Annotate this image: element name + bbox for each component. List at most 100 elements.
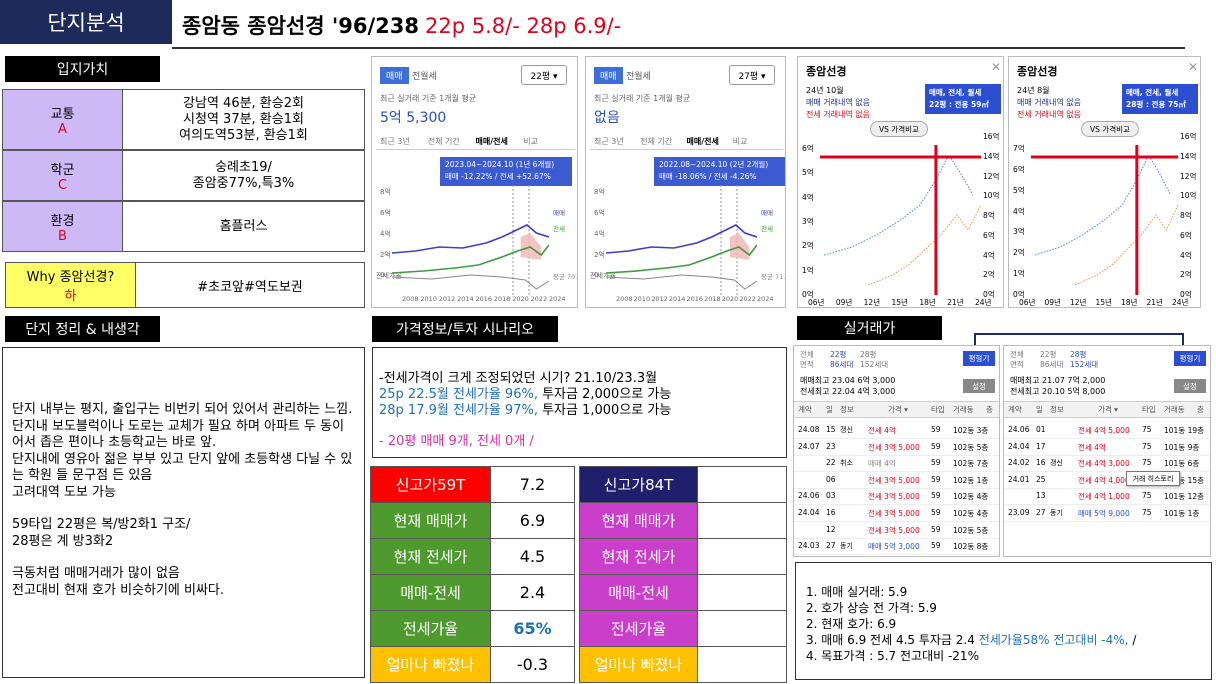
section-heading: 가격정보/투자 시나리오 (372, 316, 558, 342)
high-sale: 매매최고 21.07 7억 2,000 (1010, 376, 1106, 385)
x-axis-label: 2024 (549, 295, 566, 303)
trade-building: 102동 4층 (953, 509, 989, 518)
x-axis-label: 09년 (835, 298, 853, 307)
right-axis-label: 8억 (983, 211, 995, 220)
column-header: 거래동 (953, 405, 974, 414)
price-label: 전세가율 (579, 610, 698, 647)
view-tab: 최근 3년 (594, 137, 624, 146)
trade-month: 24.06 (1008, 425, 1030, 434)
illustration (1031, 145, 1178, 295)
column-header: 가격 ▾ (888, 405, 908, 414)
compare-button: VS 가격비교 (870, 121, 928, 137)
trade-building: 102동 8층 (953, 542, 989, 552)
filter-option: 전체 (1010, 350, 1024, 359)
notes-line: 59타입 22평은 복/방2화1 구조/ (12, 517, 191, 532)
price-label: 현재 전세가 (370, 538, 491, 575)
average-price: 없음 (594, 110, 620, 126)
notes-line: 고려대역 도보 가능 (12, 484, 116, 500)
illustration (820, 145, 981, 295)
trade-price: 전세 3억 5,000 (868, 442, 920, 452)
right-axis-label: 16억 (1180, 132, 1197, 141)
trade-price: 전세 3억 5,000 (868, 525, 920, 535)
price-label: 신고가84T (579, 466, 698, 503)
notes-paragraph: 59타입 22평은 복/방2화1 구조/28평은 계 방3화2 (12, 517, 356, 550)
tooltip-line: 매매 -12.22% / 전세 +52.67% (445, 172, 551, 181)
column-header: 거래동 (1164, 405, 1185, 414)
trade-month: 24.03 (798, 541, 820, 551)
trade-day: 16 (826, 508, 836, 517)
setting-button: 설정 (1174, 379, 1206, 393)
notes-line: 단지내에 영유아 젊은 부부 있고 단지 앞에 초등학생 다닐 수 있는 학원 … (12, 451, 353, 484)
text-line: 4. 목표가격 : 5.7 전고대비 -21% (806, 647, 979, 664)
trade-type: 59 (931, 458, 941, 468)
text-segment: 25p 22.5월 전세가율 96%, (379, 387, 538, 402)
ratio-line (392, 274, 549, 290)
x-axis-label: 21년 (947, 298, 964, 307)
caption: 최근 실거래 기준 1개월 평균 (594, 94, 691, 103)
legend-entry: 평균 71.5% (761, 273, 786, 281)
filter-line: 22평 : 전용 59㎡ (929, 100, 989, 109)
trade-price: 전세 4억 5,000 (1078, 426, 1130, 435)
rent-line (606, 244, 757, 274)
trade-building: 102동 7층 (953, 459, 989, 469)
text-line: - 20평 매매 9개, 전세 0개 / (379, 430, 534, 449)
trade-price: 매매 5억 9,000 (1078, 509, 1130, 518)
ratio-label: 전세가율 (376, 272, 402, 280)
price-label: 현재 매매가 (370, 502, 491, 539)
close-icon: ✕ (991, 60, 1002, 74)
right-axis-label: 2억 (983, 270, 995, 280)
caption: 최근 실거래 기준 1개월 평균 (380, 94, 477, 103)
text-line: 25p 22.5월 전세가율 96%, 투자금 2,000으로 가능 (379, 383, 671, 402)
tooltip-line: 2022.08~2024.10 (2년 2개월) (659, 160, 769, 169)
category-label: 교통 (50, 106, 75, 122)
category-label: 학군 (50, 162, 75, 178)
right-axis-label: 6억 (1180, 230, 1192, 240)
detail-line: 홈플러스 (219, 218, 268, 234)
trade-price: 전세 3억 5,000 (868, 509, 920, 518)
category-cell: 학군 C (2, 150, 123, 201)
x-axis-label: 2010 (420, 295, 437, 303)
x-axis-label: 18년 (1121, 298, 1138, 307)
left-axis-label: 3억 (802, 217, 814, 226)
tab: 전월세 (412, 72, 437, 82)
trade-type: 59 (931, 474, 941, 484)
legend-entry: 전세 (553, 225, 565, 233)
filter-line: 매매, 전세, 월세 (929, 88, 982, 97)
text-segment: 4. 목표가격 : 5.7 전고대비 -21% (806, 649, 979, 663)
trade-type: 59 (931, 524, 941, 534)
illustration (392, 185, 549, 295)
left-axis-label: 0억 (1013, 290, 1025, 299)
y-axis-label: 6억 (594, 209, 605, 217)
right-axis-label: 10억 (1180, 191, 1197, 201)
close-icon: ✕ (1188, 60, 1199, 74)
x-axis-label: 2022 (530, 295, 548, 303)
view-tab: 매매/전세 (686, 137, 719, 146)
rent-dots (868, 204, 981, 286)
tooltip-line: 매매 -18.06% / 전세 -4.26% (659, 172, 757, 181)
trade-building: 101동 19층 (1164, 426, 1205, 435)
x-axis-label: 2020 (721, 295, 739, 303)
price-label: 매매-전세 (579, 574, 698, 611)
trade-day: 06 (826, 474, 836, 484)
rent-line (392, 244, 549, 274)
rent-none: 전세 거래내역 없음 (806, 110, 870, 119)
price-value: 7.2 (490, 466, 575, 503)
trade-info: 동기 (840, 542, 853, 551)
price-label: 매매-전세 (370, 574, 491, 611)
row-rule (1004, 487, 1210, 489)
trade-building: 101동 15층 (1164, 475, 1205, 485)
trade-price: 전세 3억 5,000 (868, 475, 920, 485)
tooltip-line: 2023.04~2024.10 (1년 6개월) (445, 160, 555, 169)
y-axis-label: 4억 (594, 230, 605, 238)
right-axis-label: 14억 (983, 151, 1000, 161)
right-axis-label: 4억 (983, 250, 995, 260)
tooltip: 2022.08~2024.10 (2년 2개월) 매매 -18.06% / 전세 … (654, 157, 785, 186)
x-axis-label: 2008 (402, 295, 419, 303)
column-header: 타입 (1142, 405, 1156, 414)
notes-line: 전고대비 현재 호가 비슷하기에 비싸다. (12, 582, 225, 598)
trade-building: 102동 5층 (953, 525, 989, 535)
trade-month: 24.08 (798, 425, 820, 434)
view-tab: 전체 기간 (640, 137, 673, 146)
trade-screenshot: 전체 22평 28평 면적 86세대 152세대 평형기 매매최고 23.04 6억 3,00… (793, 345, 1000, 557)
